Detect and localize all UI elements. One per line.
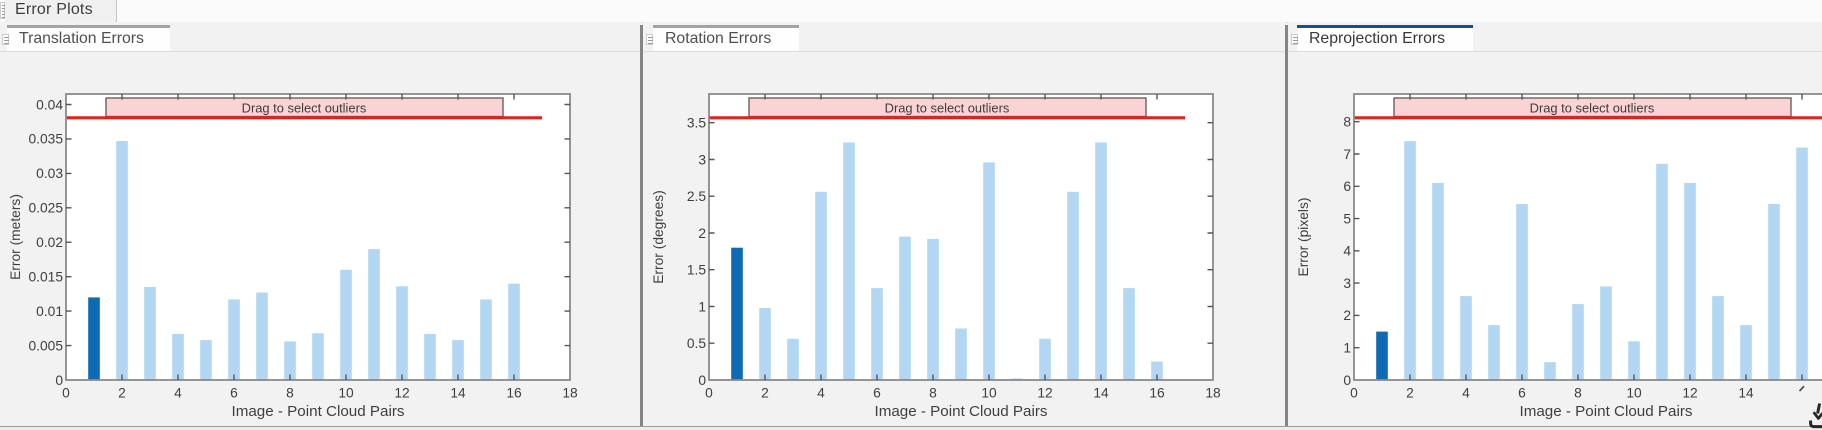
svg-text:2: 2	[1343, 308, 1351, 323]
svg-text:0: 0	[705, 385, 713, 400]
svg-text:5: 5	[1343, 211, 1351, 226]
svg-text:Image - Point Cloud Pairs: Image - Point Cloud Pairs	[1519, 403, 1692, 420]
svg-text:Error (meters): Error (meters)	[8, 194, 23, 280]
svg-text:8: 8	[1343, 115, 1351, 130]
svg-text:3: 3	[698, 152, 706, 167]
svg-text:0: 0	[1343, 373, 1351, 388]
svg-text:8: 8	[929, 385, 937, 400]
svg-text:10: 10	[1626, 385, 1642, 400]
svg-text:10: 10	[981, 385, 997, 400]
svg-text:16: 16	[506, 385, 522, 400]
svg-text:0: 0	[62, 385, 70, 400]
svg-text:12: 12	[1682, 385, 1697, 400]
svg-text:2: 2	[698, 226, 706, 241]
svg-text:4: 4	[817, 385, 825, 400]
svg-text:6: 6	[873, 385, 881, 400]
svg-text:14: 14	[1738, 385, 1754, 400]
svg-text:Drag to select outliers: Drag to select outliers	[1530, 101, 1655, 116]
svg-text:2: 2	[1406, 385, 1414, 400]
svg-text:8: 8	[1574, 385, 1582, 400]
svg-text:0.02: 0.02	[36, 235, 63, 250]
svg-text:1.5: 1.5	[687, 263, 707, 278]
svg-text:0.035: 0.035	[28, 132, 63, 147]
svg-text:Image - Point Cloud Pairs: Image - Point Cloud Pairs	[874, 403, 1047, 420]
svg-text:2: 2	[761, 385, 769, 400]
svg-text:0.015: 0.015	[28, 270, 63, 285]
svg-text:0.025: 0.025	[28, 201, 63, 216]
svg-text:0: 0	[698, 373, 706, 388]
svg-text:Drag to select outliers: Drag to select outliers	[242, 101, 367, 116]
svg-text:6: 6	[230, 385, 238, 400]
svg-text:0: 0	[1350, 385, 1358, 400]
svg-text:0.04: 0.04	[36, 97, 63, 112]
svg-text:14: 14	[450, 385, 466, 400]
svg-text:3.5: 3.5	[687, 116, 707, 131]
svg-text:3: 3	[1343, 276, 1351, 291]
svg-text:Drag to select outliers: Drag to select outliers	[885, 101, 1010, 116]
svg-text:6: 6	[1343, 179, 1351, 194]
svg-text:0.03: 0.03	[36, 166, 63, 181]
svg-text:0.5: 0.5	[687, 336, 707, 351]
svg-text:7: 7	[1343, 147, 1351, 162]
svg-text:16: 16	[1149, 385, 1165, 400]
svg-text:2.5: 2.5	[687, 189, 707, 204]
svg-text:8: 8	[286, 385, 294, 400]
svg-text:Image - Point Cloud Pairs: Image - Point Cloud Pairs	[231, 403, 404, 420]
svg-text:Error (degrees): Error (degrees)	[651, 190, 666, 284]
svg-text:1: 1	[1343, 341, 1351, 356]
svg-text:0.01: 0.01	[36, 304, 63, 319]
svg-text:Error (pixels): Error (pixels)	[1296, 198, 1311, 277]
svg-text:12: 12	[1037, 385, 1052, 400]
svg-text:1: 1	[698, 299, 706, 314]
svg-text:18: 18	[562, 385, 578, 400]
svg-text:4: 4	[174, 385, 182, 400]
svg-text:4: 4	[1343, 244, 1351, 259]
svg-text:4: 4	[1462, 385, 1470, 400]
svg-text:10: 10	[338, 385, 354, 400]
svg-text:0.005: 0.005	[28, 338, 63, 353]
svg-text:14: 14	[1093, 385, 1109, 400]
svg-text:18: 18	[1205, 385, 1221, 400]
svg-text:2: 2	[118, 385, 126, 400]
svg-text:12: 12	[394, 385, 409, 400]
svg-text:0: 0	[55, 373, 63, 388]
svg-text:6: 6	[1518, 385, 1526, 400]
